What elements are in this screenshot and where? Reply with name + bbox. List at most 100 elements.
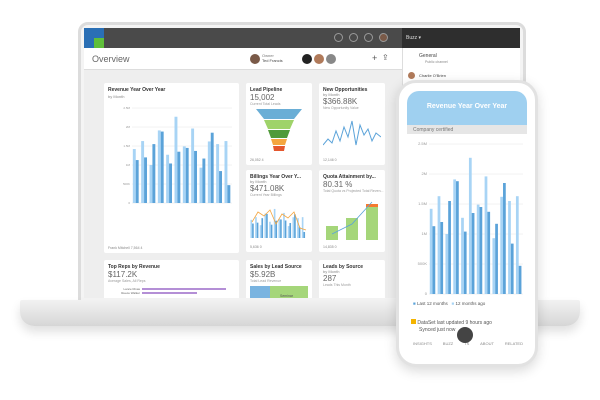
rep-bar [142, 292, 197, 294]
card-value: $5.92B [250, 270, 276, 279]
y-tick-label: 0 [425, 291, 428, 296]
channel-name[interactable]: General [419, 53, 437, 59]
bar [278, 218, 281, 238]
bar [135, 160, 139, 203]
card-new-opportunities[interactable]: New Opportunities by Month $366.88K New … [319, 83, 385, 165]
card-value: 80.31 % [323, 180, 353, 189]
bar [252, 223, 254, 238]
bar [132, 149, 136, 203]
nav-item[interactable]: TS [464, 341, 470, 346]
bar [303, 231, 306, 238]
bar [453, 179, 457, 294]
card-label: Current Total Leads [250, 102, 281, 106]
avatar[interactable] [379, 33, 388, 42]
card-billings[interactable]: Billings Year Over Y... by Month $471.08… [246, 170, 312, 252]
bar [216, 144, 220, 203]
card-top-reps[interactable]: Top Reps by Revenue $117.2K Average Sale… [104, 260, 239, 298]
card-label: Total Quota vs Projected Total Reven... [323, 189, 384, 193]
card-sales-lead-source[interactable]: Sales by Lead Source $5.92B Total Lead R… [246, 260, 312, 298]
grid-menu-button[interactable] [457, 327, 473, 343]
card-title: Sales by Lead Source [250, 264, 302, 270]
bar [461, 217, 464, 294]
bar [503, 183, 506, 294]
nav-about[interactable]: ABOUT [480, 341, 494, 346]
bar [261, 218, 264, 238]
owner-label: Owner [262, 53, 274, 58]
bar [255, 217, 257, 238]
card-lead-pipeline[interactable]: Lead Pipeline 15,002 Current Total Leads… [246, 83, 312, 165]
avatar[interactable] [302, 54, 312, 64]
bar [432, 226, 436, 294]
page-header: Overview Owner Ted Francis + ⇪ [84, 48, 402, 70]
bar [476, 204, 480, 294]
bar [495, 223, 498, 294]
owner: Owner Ted Francis [262, 53, 283, 63]
bar [256, 222, 259, 238]
bar [227, 185, 231, 203]
bar [301, 217, 304, 238]
y-tick-label: 2.5M [123, 106, 130, 110]
card-revenue-yoy[interactable]: Revenue Year Over Year by Month 0 500K 1M 1… [104, 83, 239, 253]
buzz-bar[interactable]: Buzz ▾ [402, 28, 520, 48]
add-icon[interactable]: + [372, 53, 378, 63]
synced-text: Synced just now [419, 327, 456, 333]
bar [292, 217, 295, 238]
share-icon[interactable]: ⇪ [382, 53, 389, 62]
nav-related[interactable]: RELATED [504, 341, 523, 346]
bar [174, 116, 178, 203]
y-tick-label: 1M [421, 231, 427, 236]
bar [275, 220, 278, 238]
y-tick-label: 2M [126, 125, 131, 129]
phone: Revenue Year Over Year Company certified… [396, 80, 538, 367]
card-footer: 26,052 4 [250, 158, 264, 162]
bar [510, 243, 514, 294]
bar [508, 201, 511, 294]
line-chart [323, 120, 381, 146]
card-title: Quota Attainment by... [323, 174, 376, 180]
legend-item: 12 months ago [455, 301, 486, 306]
gear-icon[interactable] [364, 33, 373, 42]
add-user-icon[interactable] [349, 33, 358, 42]
bar [219, 171, 222, 203]
bar [191, 128, 195, 203]
bar [515, 196, 519, 294]
bar [294, 214, 296, 238]
owner-name: Ted Francis [262, 58, 283, 63]
card-quota[interactable]: Quota Attainment by... 80.31 % Total Quo… [319, 170, 385, 252]
bar [270, 224, 273, 238]
bar [484, 176, 488, 294]
avatar[interactable] [314, 54, 324, 64]
card-value: 287 [323, 274, 337, 283]
bar [518, 265, 522, 294]
certified-badge: Company certified [407, 125, 527, 134]
billings-line [251, 209, 307, 231]
nav-insights[interactable]: INSIGHTS [413, 341, 432, 346]
bar [471, 213, 475, 294]
quota-chart [326, 201, 378, 240]
revenue-chart: 0 500K 1M 1.5M 2M 2.5M [123, 106, 232, 205]
bar [141, 141, 145, 203]
y-tick-label: 2.5M [418, 141, 427, 146]
legend: ■ Last 12 months ■ 12 months ago [413, 301, 486, 306]
avatar[interactable] [326, 54, 336, 64]
search-icon[interactable] [334, 33, 343, 42]
bar [289, 223, 292, 238]
rep-name: Lance Rivas [123, 287, 140, 291]
y-tick-label: 1.5M [418, 201, 427, 206]
y-tick-label: 0 [128, 201, 130, 205]
nav-buzz[interactable]: BUZZ [442, 341, 454, 346]
bar [182, 146, 186, 203]
owner-avatar[interactable] [250, 54, 260, 64]
bar [463, 231, 467, 294]
bar [298, 227, 301, 238]
bar [479, 207, 483, 294]
card-leads-by-source[interactable]: Leads by Source by Month 287 Leads This … [319, 260, 385, 298]
bar [144, 157, 147, 203]
bar [250, 219, 253, 238]
bar [264, 213, 267, 238]
buzz-label: Buzz ▾ [406, 35, 422, 41]
y-tick-label: 1M [126, 163, 131, 167]
phone-nav: INSIGHTS BUZZ TS ABOUT RELATED [407, 341, 529, 346]
bar [266, 213, 268, 238]
bar [284, 220, 287, 238]
